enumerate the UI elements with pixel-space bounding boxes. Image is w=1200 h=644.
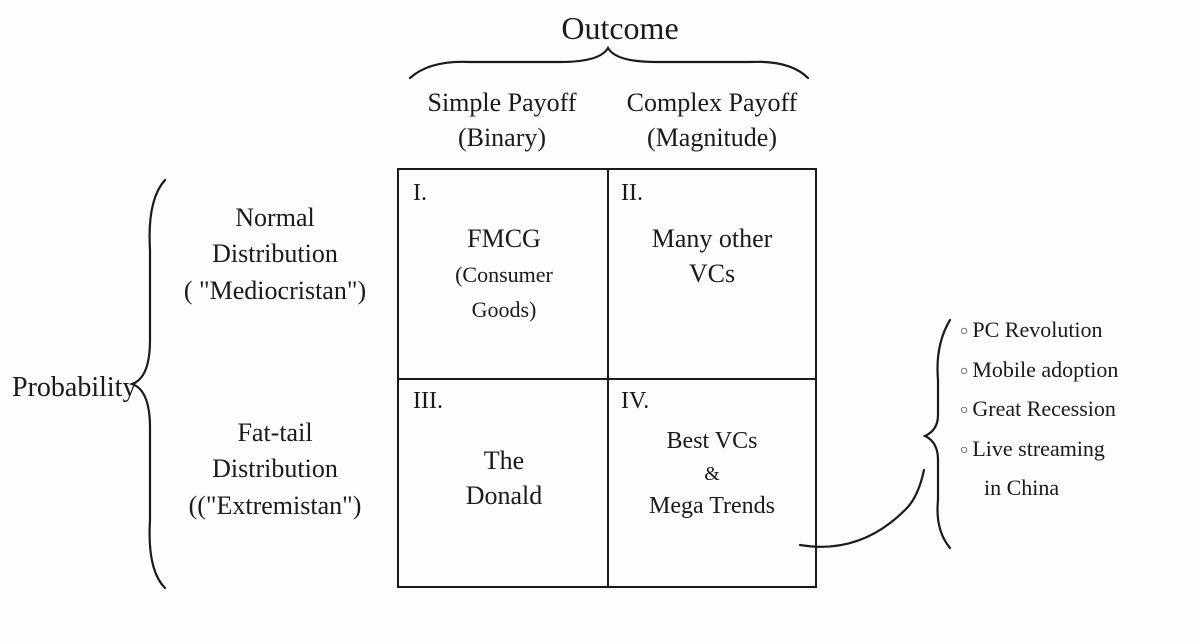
mega-trends-examples: PC Revolution Mobile adoption Great Rece… [960, 310, 1118, 508]
column-header-complex-payoff: Complex Payoff (Magnitude) [607, 85, 817, 155]
row1-line3: ( "Mediocristan") [184, 276, 366, 305]
diagram-stage: Outcome Simple Payoff (Binary) Complex P… [0, 0, 1200, 644]
cell-q1: I. FMCG (Consumer Goods) [399, 170, 607, 378]
col1-line2: (Binary) [458, 123, 546, 152]
cell-q1-line2: (Consumer [455, 262, 553, 287]
bullet-mobile-adoption: Mobile adoption [960, 350, 1118, 390]
cell-q4-line2: & [704, 463, 720, 485]
col2-line2: (Magnitude) [647, 123, 777, 152]
axis-left-title: Probability [12, 370, 136, 405]
cell-q3-line2: Donald [466, 481, 543, 510]
cell-q2: II. Many other VCs [607, 170, 815, 378]
row1-line2: Distribution [212, 239, 338, 268]
cell-q2-roman: II. [621, 180, 803, 207]
cell-q2-line2: VCs [689, 259, 735, 288]
row1-line1: Normal [235, 203, 314, 232]
cell-q4-line3: Mega Trends [649, 493, 775, 519]
bullet-pc-revolution: PC Revolution [960, 310, 1118, 350]
row-label-fat-tail-distribution: Fat-tail Distribution (("Extremistan") [165, 415, 385, 524]
column-header-simple-payoff: Simple Payoff (Binary) [397, 85, 607, 155]
brace-top-icon [410, 48, 808, 78]
cell-q2-line1: Many other [652, 224, 773, 253]
col1-line1: Simple Payoff [427, 88, 576, 117]
bullet-live-streaming-line2: in China [960, 468, 1118, 508]
brace-right-icon [925, 320, 950, 548]
bullet-great-recession: Great Recession [960, 389, 1118, 429]
cell-q1-roman: I. [413, 180, 595, 207]
cell-q4: IV. Best VCs & Mega Trends [607, 378, 815, 586]
cell-q1-line1: FMCG [467, 224, 541, 253]
cell-q3-roman: III. [413, 388, 595, 415]
row2-line3: (("Extremistan") [189, 491, 362, 520]
connector-line-icon [800, 470, 924, 547]
cell-q4-line1: Best VCs [667, 428, 758, 454]
brace-left-icon [132, 180, 165, 588]
bullet-live-streaming: Live streaming [960, 429, 1118, 469]
row-label-normal-distribution: Normal Distribution ( "Mediocristan") [165, 200, 385, 309]
axis-top-title: Outcome [540, 8, 700, 48]
matrix-2x2: I. FMCG (Consumer Goods) II. Many other … [397, 168, 817, 588]
cell-q3: III. The Donald [399, 378, 607, 586]
row2-line2: Distribution [212, 454, 338, 483]
row2-line1: Fat-tail [237, 418, 312, 447]
cell-q4-roman: IV. [621, 388, 803, 415]
cell-q1-line3: Goods) [472, 297, 537, 322]
col2-line1: Complex Payoff [627, 88, 798, 117]
cell-q3-line1: The [484, 446, 524, 475]
